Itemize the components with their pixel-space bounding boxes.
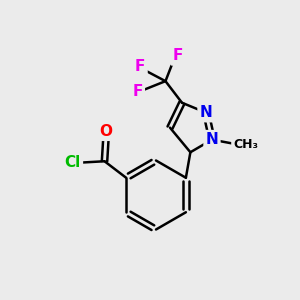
- Text: N: N: [206, 132, 218, 147]
- Text: N: N: [200, 105, 212, 120]
- Text: Cl: Cl: [64, 155, 81, 170]
- Text: CH₃: CH₃: [233, 138, 258, 151]
- Text: F: F: [172, 49, 183, 64]
- Text: F: F: [135, 59, 146, 74]
- Text: F: F: [132, 84, 143, 99]
- Text: O: O: [100, 124, 112, 139]
